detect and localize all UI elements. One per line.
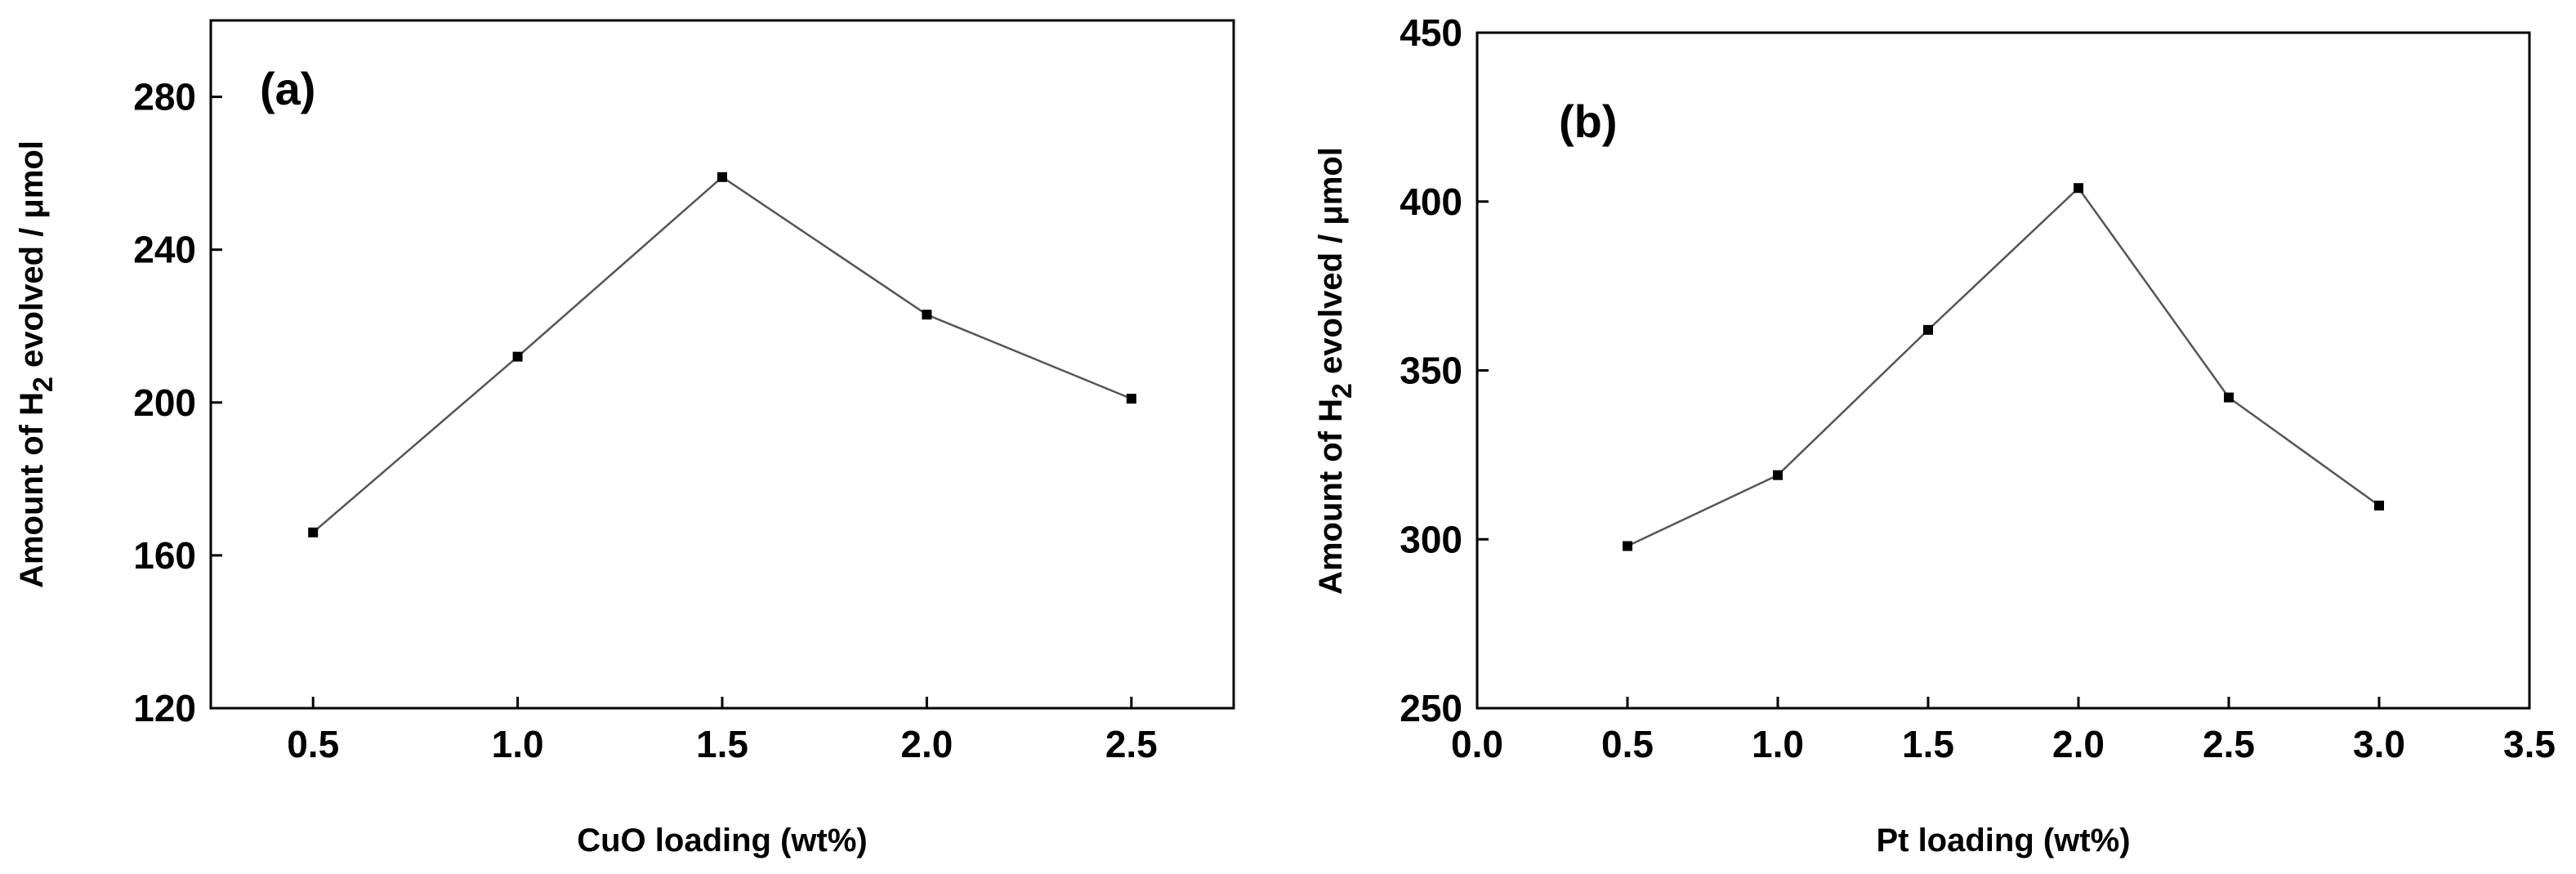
panel-a-y-tick-label: 120 bbox=[133, 687, 196, 729]
panel-a-x-axis-label: CuO loading (wt%) bbox=[577, 823, 868, 858]
panel-b-y-tick-label: 250 bbox=[1400, 687, 1462, 729]
panel-b-y-tick-labels: 250 300 350 400 450 bbox=[1400, 11, 1462, 729]
panel-a-y-tick-label: 280 bbox=[133, 76, 196, 118]
panel-a-x-tick-label: 2.0 bbox=[900, 723, 953, 765]
panel-b-x-tick-label: 0.5 bbox=[1601, 723, 1654, 765]
panel-a-chart: 0.5 1.0 1.5 2.0 2.5 120 160 200 240 280 (a) CuO … bbox=[14, 19, 1235, 858]
panel-b-x-tick-label: 1.5 bbox=[1902, 723, 1954, 765]
panel-b-data-points bbox=[1623, 183, 2384, 551]
panel-b-y-tick-label: 450 bbox=[1400, 11, 1462, 54]
panel-a-x-tick-label: 0.5 bbox=[287, 723, 339, 765]
panel-a-data-point bbox=[308, 527, 319, 537]
panel-a-ticks bbox=[211, 96, 1133, 710]
panel-b-x-tick-label: 3.0 bbox=[2353, 723, 2405, 765]
panel-a-data-point bbox=[922, 310, 932, 320]
panel-a-data-point bbox=[717, 172, 727, 182]
panel-a-x-tick-label: 1.5 bbox=[696, 723, 748, 765]
panel-b-x-tick-label: 0.0 bbox=[1451, 723, 1503, 765]
panel-b-x-tick-label: 3.5 bbox=[2503, 723, 2556, 765]
panel-b-data-point bbox=[2074, 183, 2083, 194]
panel-b-x-tick-label: 1.0 bbox=[1752, 723, 1804, 765]
panel-b-x-tick-label: 2.5 bbox=[2203, 723, 2255, 765]
panel-b-plot-frame bbox=[1476, 31, 2531, 710]
panel-b-label: (b) bbox=[1559, 96, 1618, 147]
panel-a-y-tick-label: 240 bbox=[133, 229, 196, 271]
panel-b-y-tick-label: 350 bbox=[1400, 350, 1462, 392]
panel-b-data-point bbox=[2224, 392, 2234, 403]
panel-a-y-tick-labels: 120 160 200 240 280 bbox=[133, 76, 196, 729]
panel-b-y-axis-label: Amount of H2 evolved / μmol bbox=[1313, 147, 1358, 595]
panel-b-data-point bbox=[2374, 500, 2384, 511]
panel-b-chart: 0.0 0.5 1.0 1.5 2.0 2.5 3.0 3.5 250 300 350 400 450… bbox=[1313, 11, 2556, 858]
panel-a-plot-frame bbox=[209, 19, 1235, 710]
panel-b-data-point bbox=[1623, 541, 1632, 551]
panel-b-series-line bbox=[1627, 186, 2380, 547]
panel-a-y-tick-label: 200 bbox=[133, 381, 196, 424]
panel-a-x-tick-label: 2.5 bbox=[1105, 723, 1158, 765]
panel-b-x-tick-label: 2.0 bbox=[2052, 723, 2105, 765]
panel-b-data-point bbox=[1923, 324, 1933, 335]
panel-a-data-point bbox=[512, 351, 523, 362]
panel-a-data-points bbox=[308, 172, 1136, 537]
panel-b-data-point bbox=[1773, 470, 1783, 480]
panel-b-y-tick-label: 300 bbox=[1400, 518, 1462, 560]
panel-b-ticks bbox=[1476, 31, 2531, 710]
panel-a-label: (a) bbox=[260, 63, 315, 114]
panel-a-x-tick-label: 1.0 bbox=[492, 723, 544, 765]
panel-b-x-tick-labels: 0.0 0.5 1.0 1.5 2.0 2.5 3.0 3.5 bbox=[1451, 723, 2556, 765]
panel-a-y-tick-label: 160 bbox=[133, 534, 196, 577]
panel-a-data-point bbox=[1126, 394, 1136, 404]
panel-b-x-axis-label: Pt loading (wt%) bbox=[1876, 823, 2130, 858]
panel-a-x-tick-labels: 0.5 1.0 1.5 2.0 2.5 bbox=[287, 723, 1158, 765]
panel-a-series-line bbox=[312, 176, 1132, 533]
panel-a-y-axis-label: Amount of H2 evolved / μmol bbox=[14, 140, 59, 588]
panel-b-y-tick-label: 400 bbox=[1400, 181, 1462, 223]
